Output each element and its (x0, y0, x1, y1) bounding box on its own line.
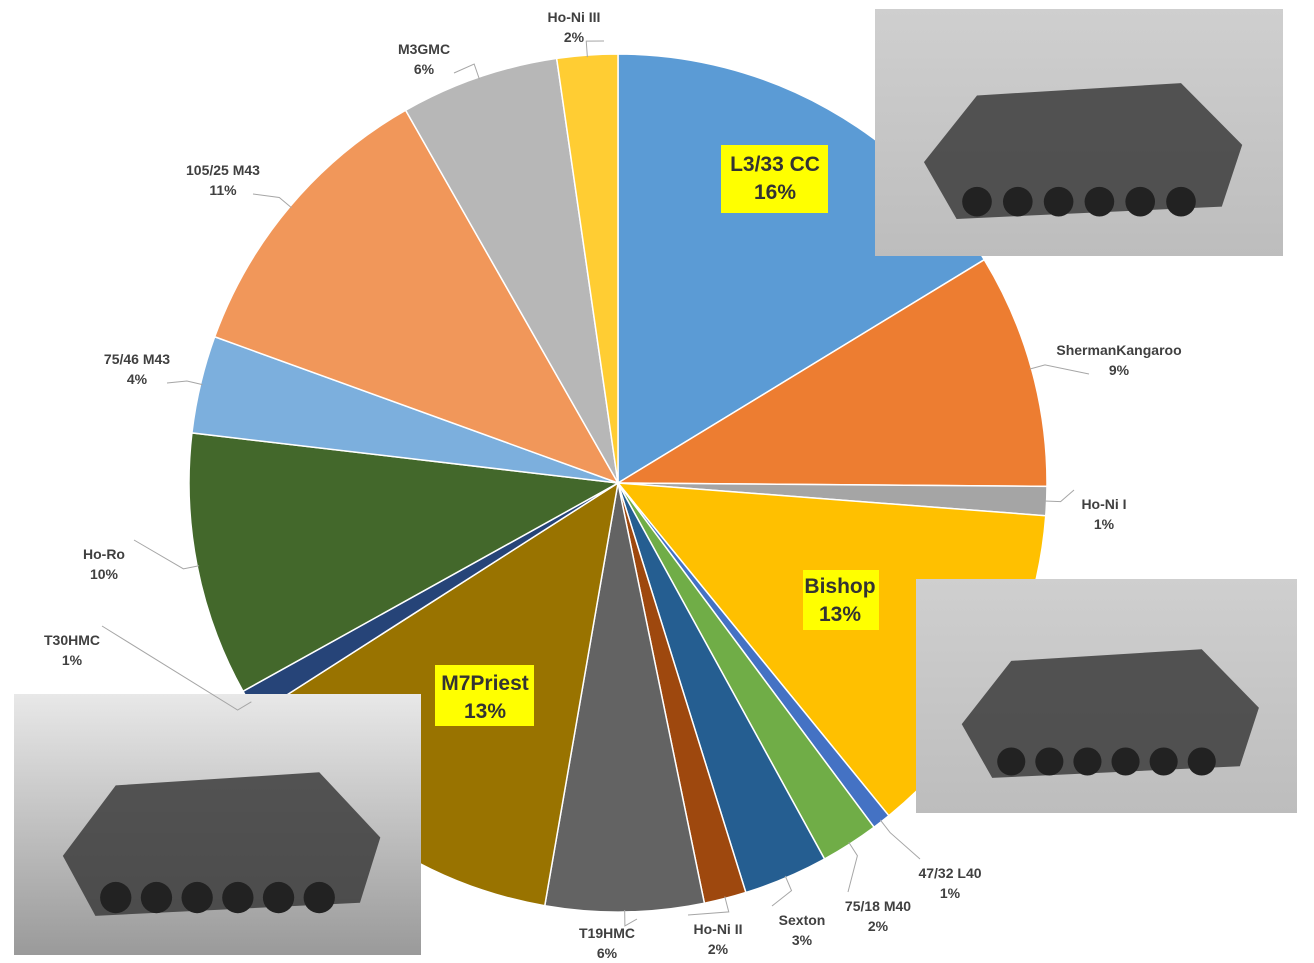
slice-label: ShermanKangaroo (1056, 342, 1181, 358)
slice-label: L3/33 CC (730, 153, 820, 176)
slice-label: 47/32 L40 (918, 865, 981, 881)
leader-line (133, 539, 200, 570)
slice-label: T30HMC (44, 632, 100, 648)
leader-line (1044, 489, 1075, 503)
slice-label: Ho-Ro (83, 546, 125, 562)
slice-percent: 11% (209, 182, 237, 198)
leader-line (879, 819, 921, 860)
leader-line (771, 875, 793, 907)
slice-label: 105/25 M43 (186, 162, 260, 178)
slice-label: Ho-Ni I (1081, 496, 1126, 512)
slice-label: Sexton (779, 912, 826, 928)
highlight-box (435, 665, 534, 726)
leader-line (624, 909, 638, 927)
slice-percent: 2% (868, 918, 889, 934)
slice-percent: 13% (464, 700, 506, 723)
slice-percent: 16% (754, 181, 796, 204)
slice-percent: 4% (127, 371, 148, 387)
highlight-box (721, 145, 828, 213)
leader-line (453, 63, 480, 80)
slice-label: 75/18 M40 (845, 898, 911, 914)
leader-line (166, 380, 203, 386)
leader-line (585, 40, 605, 58)
slice-percent: 3% (792, 932, 813, 948)
leader-line (101, 625, 252, 711)
slice-percent: 10% (90, 566, 119, 582)
slice-label: M3GMC (398, 41, 450, 57)
slice-percent: 2% (708, 941, 729, 957)
slice-percent: 9% (1109, 362, 1130, 378)
leader-line (687, 896, 730, 916)
slice-percent: 1% (62, 652, 83, 668)
slice-label: Bishop (804, 575, 875, 598)
slice-percent: 6% (414, 61, 435, 77)
photo-0: L3/33 CC photo (875, 9, 1283, 256)
slice-label: Ho-Ni III (548, 9, 601, 25)
highlight-box (803, 570, 879, 630)
photo-1: Bishop photo (916, 579, 1297, 813)
leader-line (847, 842, 858, 893)
slice-percent: 13% (819, 603, 861, 626)
photo-2: M7Priest photo (14, 694, 421, 955)
slice-percent: 6% (597, 945, 618, 961)
slice-label: Ho-Ni II (694, 921, 743, 937)
slice-label: M7Priest (441, 672, 529, 695)
slice-percent: 1% (1094, 516, 1115, 532)
slice-percent: 1% (940, 885, 961, 901)
slice-label: 75/46 M43 (104, 351, 170, 367)
leader-line (252, 193, 292, 209)
slice-percent: 2% (564, 29, 585, 45)
slice-label: T19HMC (579, 925, 635, 941)
leader-line (1029, 364, 1090, 375)
